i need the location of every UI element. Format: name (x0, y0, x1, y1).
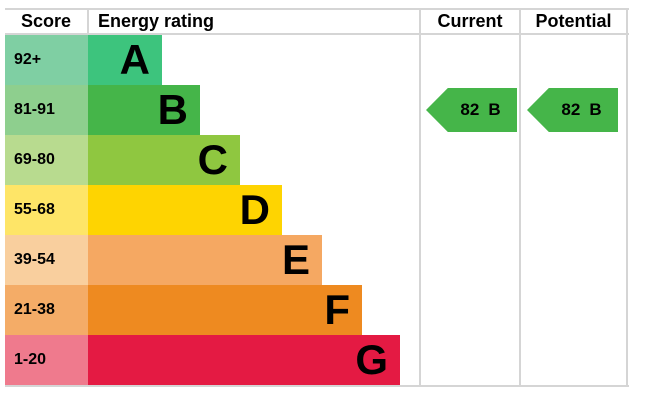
table-top-border (5, 8, 629, 10)
current-column-left-border (419, 8, 421, 387)
score-cell: 69-80 (5, 135, 88, 185)
band-bar-g: G (88, 335, 400, 385)
band-bar-d: D (88, 185, 282, 235)
band-bar-b: B (88, 85, 200, 135)
band-row-c: 69-80 C (5, 135, 645, 185)
table-right-border (626, 8, 628, 387)
potential-rating-letter: B (589, 100, 602, 119)
band-bar-c: C (88, 135, 240, 185)
band-row-e: 39-54 E (5, 235, 645, 285)
table-bottom-border (5, 385, 629, 387)
potential-column-header: Potential (535, 11, 612, 31)
score-cell: 21-38 (5, 285, 88, 335)
current-rating-arrow: 82 B (426, 88, 517, 132)
score-cell: 55-68 (5, 185, 88, 235)
score-cell: 92+ (5, 35, 88, 85)
score-column-divider (87, 8, 89, 35)
energy-rating-column-header: Energy rating (98, 11, 215, 31)
potential-rating-value: 82 (561, 100, 581, 119)
band-bar-e: E (88, 235, 322, 285)
score-cell: 1-20 (5, 335, 88, 385)
score-cell: 81-91 (5, 85, 88, 135)
score-column-header: Score (20, 11, 72, 31)
current-column-header: Current (437, 11, 503, 31)
band-bar-f: F (88, 285, 362, 335)
current-column-right-border (519, 8, 521, 387)
band-bar-a: A (88, 35, 162, 85)
potential-rating-arrow: 82 B (527, 88, 618, 132)
band-row-d: 55-68 D (5, 185, 645, 235)
band-row-a: 92+ A (5, 35, 645, 85)
band-row-b: 81-91 B (5, 85, 645, 135)
band-row-f: 21-38 F (5, 285, 645, 335)
score-cell: 39-54 (5, 235, 88, 285)
current-rating-value: 82 (460, 100, 480, 119)
header-bottom-border (5, 33, 629, 35)
band-row-g: 1-20 G (5, 335, 645, 385)
current-rating-letter: B (488, 100, 501, 119)
